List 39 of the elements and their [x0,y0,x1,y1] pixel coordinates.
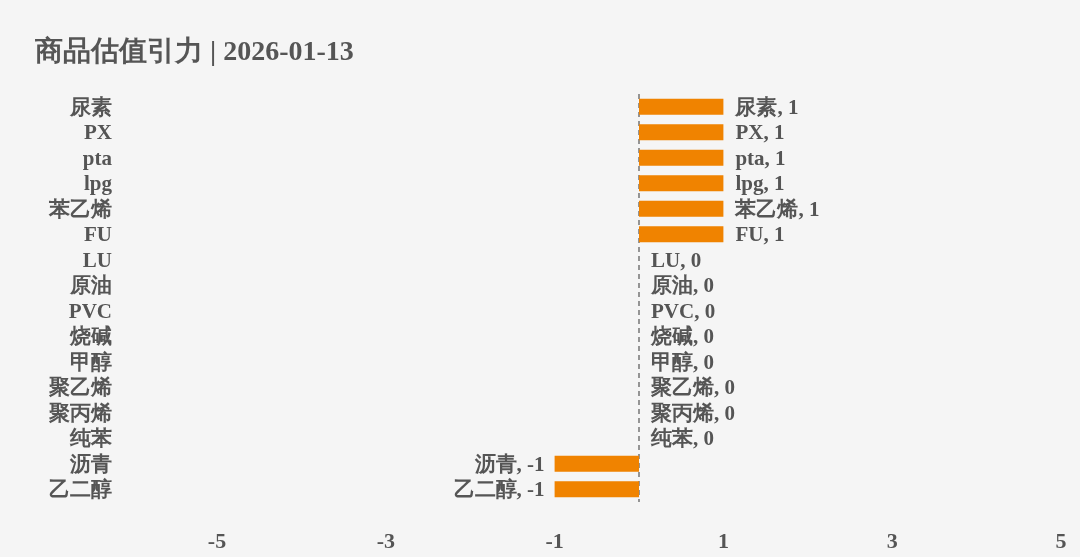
value-label: 甲醇, 0 [651,349,714,374]
category-label: lpg [84,171,112,196]
category-label: 甲醇 [70,349,112,374]
category-label: 纯苯 [70,426,112,451]
category-label: 尿素 [70,94,112,119]
value-label: 苯乙烯, 1 [735,196,820,221]
category-label: 烧碱 [70,324,112,349]
category-label: pta [82,145,112,170]
category-label: 乙二醇 [49,477,112,502]
value-label: 聚乙烯, 0 [651,375,735,400]
tick-label: -5 [207,528,227,553]
category-label: PVC [68,298,112,323]
title: 商品估值引力 | 2026-01-13 [35,35,354,66]
value-label: 原油, 0 [651,273,714,298]
value-label: 尿素, 1 [735,94,799,119]
value-label: lpg, 1 [735,171,785,196]
value-label: FU, 1 [735,222,785,247]
category-label: 苯乙烯 [49,196,112,221]
value-label: pta, 1 [735,145,786,170]
value-label: 烧碱, 0 [651,324,714,349]
tick-label: -3 [376,528,395,553]
category-label: 聚乙烯 [49,375,112,400]
value-label: PX, 1 [735,120,785,145]
value-label: 沥青, -1 [474,451,545,476]
value-label: 聚丙烯, 0 [651,400,735,425]
category-label: PX [84,120,112,145]
category-label: 沥青 [70,451,112,476]
category-label: 聚丙烯 [49,400,112,425]
tick-label: 3 [886,528,898,553]
category-label: 原油 [70,273,112,298]
value-label: 乙二醇, -1 [453,477,545,502]
category-label: LU [82,247,112,272]
value-label: PVC, 0 [651,298,716,323]
value-label: LU, 0 [651,247,702,272]
tick-label: 1 [717,528,729,553]
value-label: 纯苯, 0 [651,426,714,451]
category-label: FU [84,222,112,247]
tick-label: 5 [1055,528,1067,553]
tick-label: -1 [545,528,564,553]
